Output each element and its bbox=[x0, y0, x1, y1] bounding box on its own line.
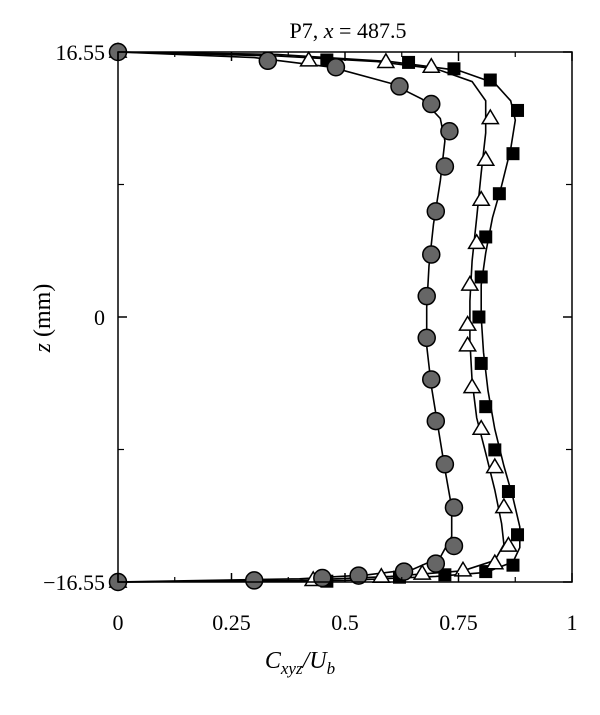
data-point-circle bbox=[426, 411, 446, 431]
data-point-triangle bbox=[376, 52, 396, 69]
data-point-triangle bbox=[412, 564, 432, 580]
x-tick-label: 1 bbox=[567, 610, 578, 635]
data-point-square bbox=[506, 558, 520, 572]
data-point-triangle bbox=[485, 553, 505, 570]
series-layer bbox=[108, 42, 525, 592]
data-point-circle bbox=[313, 568, 332, 588]
data-point-circle bbox=[417, 286, 436, 306]
data-point-square bbox=[501, 485, 515, 499]
data-point-square bbox=[511, 528, 525, 542]
data-point-circle bbox=[349, 566, 368, 585]
data-point-square bbox=[447, 62, 461, 76]
data-point-circle bbox=[422, 370, 441, 389]
data-point-circle bbox=[426, 554, 446, 573]
x-tick-label: 0.25 bbox=[212, 610, 251, 635]
series-markers bbox=[108, 42, 525, 592]
y-tick-label: 0 bbox=[94, 305, 105, 330]
data-point-square bbox=[479, 400, 493, 414]
data-point-circle bbox=[435, 157, 455, 176]
axis-ticks: 0 0.25 0.5 0.75 1 −16.55 0 16.55 bbox=[43, 40, 577, 635]
data-point-triangle bbox=[299, 50, 319, 67]
data-point-triangle bbox=[421, 57, 441, 74]
data-point-circle bbox=[422, 94, 441, 114]
data-point-circle bbox=[435, 455, 455, 474]
data-point-square bbox=[506, 147, 520, 161]
data-point-triangle bbox=[499, 536, 518, 552]
data-point-circle bbox=[444, 498, 464, 517]
data-point-circle bbox=[422, 245, 441, 264]
data-point-circle bbox=[394, 562, 414, 581]
chart-title: P7, x = 487.5 bbox=[290, 18, 407, 43]
data-point-circle bbox=[417, 328, 436, 348]
data-point-circle bbox=[440, 122, 459, 141]
series-line-circle-filled bbox=[117, 51, 453, 583]
y-axis-label: z (mm) bbox=[30, 284, 56, 354]
data-point-triangle bbox=[471, 419, 491, 435]
data-point-square bbox=[492, 187, 506, 201]
data-point-square bbox=[474, 356, 488, 370]
data-point-circle bbox=[326, 57, 346, 77]
data-point-square bbox=[479, 230, 493, 244]
data-point-triangle bbox=[494, 497, 514, 514]
data-point-square bbox=[511, 103, 525, 117]
data-point-triangle bbox=[458, 315, 478, 331]
data-point-triangle bbox=[458, 335, 478, 352]
data-point-triangle bbox=[453, 560, 473, 577]
data-point-circle bbox=[426, 202, 446, 221]
x-tick-label: 0 bbox=[113, 610, 124, 635]
data-point-triangle bbox=[460, 275, 480, 291]
data-point-triangle bbox=[462, 377, 482, 394]
y-tick-label: 16.55 bbox=[56, 40, 106, 65]
data-point-square bbox=[438, 568, 452, 582]
data-point-triangle bbox=[476, 150, 496, 166]
x-tick-label: 0.5 bbox=[331, 610, 359, 635]
data-point-circle bbox=[390, 77, 409, 96]
data-point-square bbox=[402, 55, 416, 69]
data-point-triangle bbox=[467, 233, 487, 250]
data-point-triangle bbox=[480, 108, 500, 125]
y-tick-label: −16.55 bbox=[43, 570, 105, 595]
data-point-square bbox=[483, 73, 497, 87]
data-point-square bbox=[488, 443, 502, 457]
data-point-triangle bbox=[471, 190, 491, 206]
x-axis-label: Cxyz/Ub bbox=[265, 648, 335, 678]
data-point-circle bbox=[244, 571, 264, 590]
data-point-circle bbox=[444, 536, 464, 556]
data-point-square bbox=[474, 270, 488, 284]
data-point-circle bbox=[258, 51, 278, 71]
data-point-triangle bbox=[371, 567, 391, 584]
x-tick-label: 0.75 bbox=[439, 610, 478, 635]
data-point-triangle bbox=[485, 457, 505, 474]
data-point-square bbox=[472, 310, 486, 324]
